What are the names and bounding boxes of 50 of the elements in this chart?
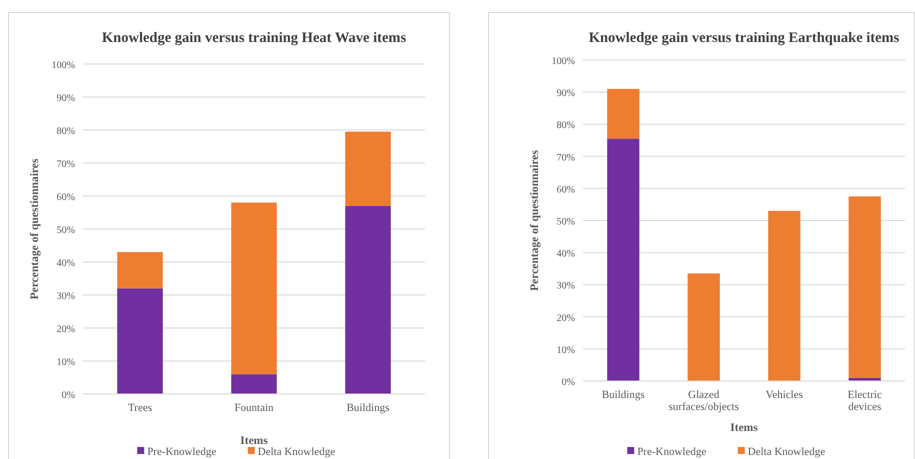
y-tick-label: 20% [56,324,75,335]
y-tick-label: 100% [552,56,575,67]
y-tick-label: 100% [52,60,75,71]
y-tick-label: 50% [556,216,575,228]
y-tick-label: 70% [56,159,75,170]
bar [117,252,163,288]
y-tick-label: 10% [56,357,75,368]
x-axis-title: Items [240,435,268,447]
x-tick-label: Fountain [234,402,274,414]
legend-label: Pre-Knowledge [147,446,216,458]
y-tick-label: 70% [556,152,575,164]
y-tick-label: 0% [62,390,75,401]
y-tick-label: 60% [56,192,75,203]
x-tick-label: Vehicles [766,389,803,401]
y-tick-label: 80% [556,120,575,132]
y-tick-label: 0% [562,377,575,388]
bar [345,206,391,394]
y-axis-title: Percentage of questionnaires [29,158,41,300]
y-tick-label: 30% [56,291,75,302]
x-tick-label: Buildings [602,389,645,401]
x-tick-label: Electric devices [848,389,882,413]
bar [345,132,391,206]
y-tick-label: 60% [556,184,575,196]
bar [688,273,720,381]
y-tick-label: 40% [56,258,75,269]
chart-title: Knowledge gain versus training Heat Wave items [102,30,406,46]
y-tick-label: 20% [556,312,575,324]
y-tick-label: 30% [556,280,575,292]
x-tick-label: Trees [128,402,152,414]
bar [607,88,640,139]
bar [607,138,640,381]
y-tick-label: 90% [56,93,75,104]
y-axis-title: Percentage of questionnaires [529,150,541,291]
x-tick-label: Glazed surfaces/objects [668,389,739,413]
y-tick-label: 50% [56,225,75,236]
bar [231,374,277,394]
legend-label: Delta Knowledge [258,446,336,458]
bar [231,202,277,374]
y-tick-label: 90% [556,88,575,100]
chart-title: Knowledge gain versus training Earthquake items [588,30,900,46]
x-axis-title: Items [730,422,758,434]
bar [768,210,800,381]
bar [848,196,881,378]
y-tick-label: 80% [56,126,75,137]
bar [117,288,163,394]
y-tick-label: 40% [556,248,575,260]
legend-label: Delta Knowledge [748,446,826,458]
x-tick-label: Buildings [346,402,390,414]
y-tick-label: 10% [556,344,575,356]
legend-label: Pre-Knowledge [637,446,706,458]
